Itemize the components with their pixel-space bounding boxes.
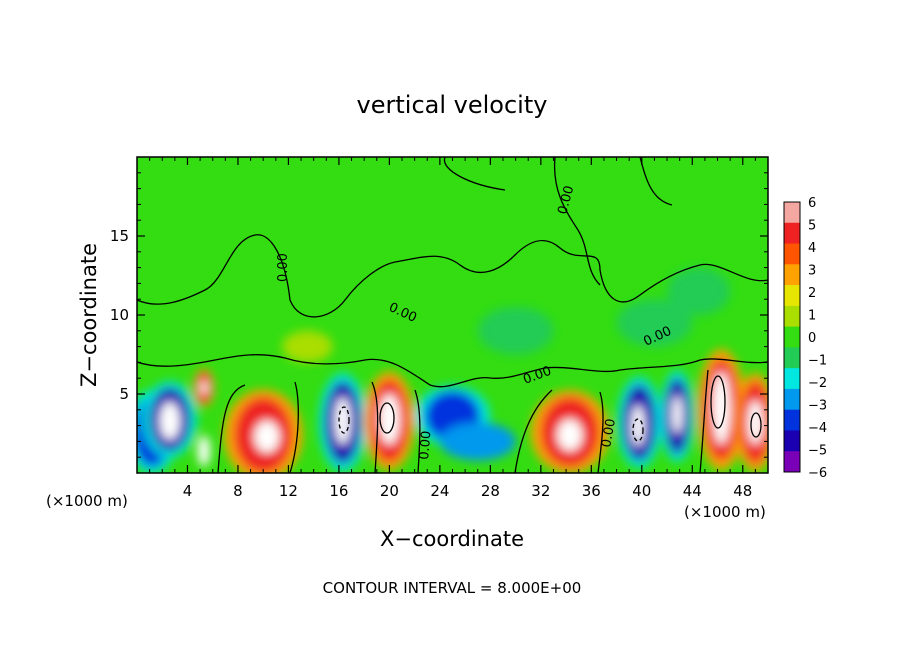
velocity-cell: [712, 371, 731, 445]
inner-contour-4: [338, 406, 350, 434]
colorbar-swatch: [784, 326, 800, 348]
colorbar-label: 0: [808, 331, 816, 346]
velocity-field: [137, 267, 768, 473]
colorbar-swatch: [784, 264, 800, 286]
velocity-cell: [672, 395, 683, 434]
velocity-cell: [631, 405, 645, 447]
velocity-cell: [439, 422, 516, 461]
velocity-cell: [197, 435, 211, 467]
y-axis: 5 10 15: [110, 172, 768, 458]
x-axis: 4 8 12 16 20 24 28 32 36 40 44 48: [149, 157, 756, 500]
zero-contours: [137, 157, 768, 473]
velocity-cell: [159, 401, 180, 440]
y-tick-label: 5: [119, 385, 129, 403]
inner-contour-3: [750, 412, 762, 438]
zero-contour-lower: [137, 354, 768, 388]
colorbar-swatch: [784, 409, 800, 431]
x-unit-right: (×1000 m): [684, 503, 766, 521]
inner-contour-2: [710, 375, 726, 429]
colorbar-label: −3: [808, 399, 827, 414]
colorbar-swatch: [784, 368, 800, 390]
y-tick-label: 15: [110, 227, 129, 245]
plot-area: 0.00 0.00 0.00 0.00 0.00 0.00 0.00: [137, 157, 768, 473]
x-tick-label: 48: [733, 482, 752, 500]
colorbar-swatch: [784, 430, 800, 452]
colorbar-label: 3: [808, 264, 816, 279]
colorbar-frame: [783, 201, 801, 473]
colorbar-label: −1: [808, 354, 827, 369]
x-tick-label: 28: [481, 482, 500, 500]
colorbar-label: 6: [808, 196, 816, 211]
zero-contour-upper: [137, 234, 768, 318]
zero-contour-cells: [217, 369, 709, 473]
colorbar-label: −5: [808, 444, 827, 459]
velocity-cell: [557, 419, 583, 451]
x-tick-label: 12: [279, 482, 298, 500]
colorbar-label: 1: [808, 309, 816, 324]
velocity-cell: [477, 307, 554, 355]
colorbar-label: 2: [808, 286, 816, 301]
colorbar-label: −6: [808, 466, 827, 481]
x-tick-label: 8: [233, 482, 243, 500]
velocity-cell: [616, 299, 693, 347]
chart-title: vertical velocity: [357, 91, 548, 119]
y-tick-label: 10: [110, 306, 129, 324]
contour-label: 0.00: [417, 430, 434, 460]
x-tick-label: 32: [531, 482, 550, 500]
x-tick-label: 44: [683, 482, 702, 500]
colorbar-swatch: [784, 202, 800, 224]
x-tick-label: 36: [582, 482, 601, 500]
x-tick-label: 20: [380, 482, 399, 500]
contour-label: 0.00: [599, 418, 619, 449]
colorbar-label: −4: [808, 421, 827, 436]
colorbar-swatch: [784, 451, 800, 473]
colorbar-swatch: [784, 285, 800, 307]
colorbar-swatch: [784, 243, 800, 265]
contour-labels: 0.00 0.00 0.00 0.00 0.00 0.00 0.00: [276, 184, 674, 460]
colorbar-label: −2: [808, 376, 827, 391]
x-tick-label: 4: [183, 482, 193, 500]
x-tick-label: 40: [632, 482, 651, 500]
velocity-cell: [282, 330, 333, 363]
colorbar-swatch: [784, 388, 800, 411]
inner-contour-5: [632, 418, 644, 442]
x-tick-label: 24: [430, 482, 449, 500]
x-tick-label: 16: [329, 482, 348, 500]
colorbar-swatch: [784, 222, 800, 245]
velocity-cell: [379, 394, 400, 445]
colorbar-label: 5: [808, 219, 816, 234]
velocity-cell: [200, 381, 208, 394]
velocity-cell: [335, 397, 351, 445]
contour-interval-footer: CONTOUR INTERVAL = 8.000E+00: [323, 579, 582, 597]
colorbar: 6 5 4 3 2 1 0 −1 −2 −3 −4 −5 −6: [783, 196, 827, 481]
x-axis-label: X−coordinate: [380, 527, 524, 551]
colorbar-swatch: [784, 347, 800, 369]
contour-label: 0.00: [276, 253, 291, 282]
x-unit-left: (×1000 m): [46, 492, 128, 510]
contour-label: 0.00: [555, 184, 577, 216]
velocity-cell: [254, 420, 280, 453]
y-axis-label: Z−coordinate: [77, 243, 101, 387]
colorbar-label: 4: [808, 241, 816, 256]
inner-contour-1: [379, 402, 395, 434]
colorbar-swatch: [784, 305, 800, 328]
velocity-cell: [667, 267, 731, 315]
